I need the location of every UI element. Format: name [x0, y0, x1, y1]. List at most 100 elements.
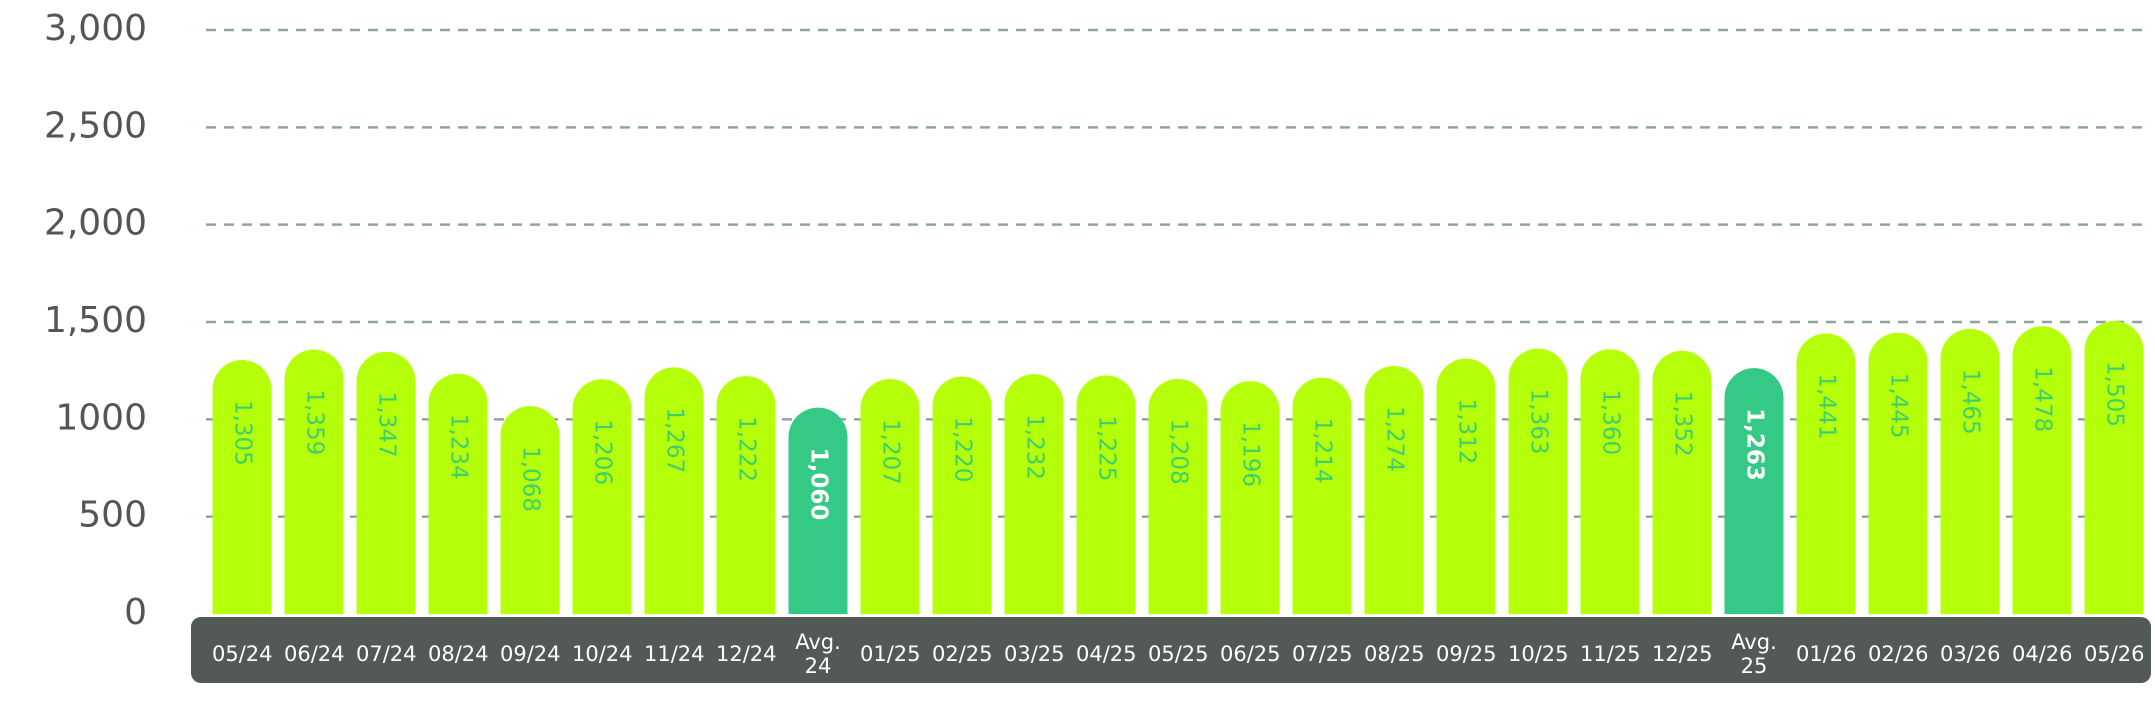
bar: [1580, 349, 1640, 614]
x-tick-label: 09/25: [1436, 642, 1497, 666]
value-label: 1,267: [662, 407, 688, 473]
x-tick-label-box: Avg. 25: [1731, 630, 1777, 678]
x-tick-label-box: 09/25: [1436, 642, 1497, 666]
x-tick-label: Avg. 25: [1731, 630, 1777, 678]
value-label: 1,312: [1454, 399, 1480, 465]
bar: [860, 379, 920, 614]
x-tick-label: 12/24: [716, 642, 777, 666]
x-tick-label-box: 05/26: [2084, 642, 2145, 666]
bar: [1436, 358, 1496, 614]
x-tick-label-box: 12/24: [716, 642, 777, 666]
value-label: 1,465: [1958, 369, 1984, 435]
x-tick-label: 04/26: [2012, 642, 2073, 666]
value-label: 1,305: [230, 400, 256, 466]
x-tick-label: 03/25: [1004, 642, 1065, 666]
x-tick-label-box: 03/25: [1004, 642, 1065, 666]
value-label: 1,222: [734, 416, 760, 482]
value-label: 1,263: [1742, 408, 1768, 481]
x-tick-label: 05/26: [2084, 642, 2145, 666]
bar: [1148, 378, 1208, 614]
bar: [500, 406, 560, 614]
x-tick-label: 07/25: [1292, 642, 1353, 666]
bar: [1652, 350, 1712, 614]
x-tick-label-box: 08/25: [1364, 642, 1425, 666]
x-tick-label-box: 07/24: [356, 642, 417, 666]
value-label: 1,232: [1022, 414, 1048, 480]
x-tick-label-box: 01/25: [860, 642, 921, 666]
bar: [284, 349, 344, 614]
x-tick-label-box: 07/25: [1292, 642, 1353, 666]
x-tick-label-box: 10/25: [1508, 642, 1569, 666]
x-tick-label: 06/25: [1220, 642, 1281, 666]
value-label: 1,220: [950, 417, 976, 483]
bar: [1868, 332, 1928, 614]
x-tick-label: 02/25: [932, 642, 993, 666]
value-label: 1,274: [1382, 406, 1408, 472]
x-tick-label: 08/25: [1364, 642, 1425, 666]
x-tick-label: 12/25: [1652, 642, 1713, 666]
x-tick-label-box: 05/25: [1148, 642, 1209, 666]
x-tick-label-box: 04/26: [2012, 642, 2073, 666]
y-tick-label: 1000: [55, 397, 147, 438]
bar: [1292, 377, 1352, 614]
bar: [716, 376, 776, 614]
bar: [932, 376, 992, 614]
bar: [2084, 321, 2144, 614]
value-label: 1,060: [806, 448, 832, 521]
value-label: 1,445: [1886, 373, 1912, 439]
x-tick-label: 10/25: [1508, 642, 1569, 666]
x-tick-label: 04/25: [1076, 642, 1137, 666]
y-tick-label: 0: [124, 592, 147, 633]
value-label: 1,208: [1166, 419, 1192, 485]
x-tick-label: 05/24: [212, 642, 273, 666]
bar: [212, 359, 272, 614]
value-label: 1,359: [302, 389, 328, 455]
bar: [572, 379, 632, 614]
value-label: 1,441: [1814, 373, 1840, 439]
x-tick-label-box: 01/26: [1796, 642, 1857, 666]
x-tick-label: 11/25: [1580, 642, 1641, 666]
value-label: 1,234: [446, 414, 472, 480]
bar: [1220, 381, 1280, 614]
x-tick-label-box: 06/24: [284, 642, 345, 666]
x-tick-label: 08/24: [428, 642, 489, 666]
value-label: 1,207: [878, 419, 904, 485]
x-tick-label: 10/24: [572, 642, 633, 666]
value-label: 1,196: [1238, 421, 1264, 487]
x-tick-label-box: 03/26: [1940, 642, 2001, 666]
x-tick-label-box: 12/25: [1652, 642, 1713, 666]
bar: [788, 407, 848, 614]
bar: [644, 367, 704, 614]
value-label: 1,352: [1670, 391, 1696, 457]
x-tick-label-box: 02/25: [932, 642, 993, 666]
bar: [1076, 375, 1136, 614]
bar: [2012, 326, 2072, 614]
value-label: 1,505: [2102, 361, 2128, 427]
x-tick-label: 09/24: [500, 642, 561, 666]
y-tick-label: 500: [78, 495, 147, 536]
bar: [356, 351, 416, 614]
bar: [1796, 333, 1856, 614]
x-tick-label: 02/26: [1868, 642, 1929, 666]
value-label: 1,347: [374, 392, 400, 458]
x-tick-label-box: 02/26: [1868, 642, 1929, 666]
value-label: 1,068: [518, 446, 544, 512]
x-tick-label-box: 04/25: [1076, 642, 1137, 666]
x-tick-label-box: 08/24: [428, 642, 489, 666]
x-tick-label: 01/25: [860, 642, 921, 666]
bar: [1724, 368, 1784, 614]
value-label: 1,363: [1526, 389, 1552, 455]
x-tick-label: 07/24: [356, 642, 417, 666]
value-label: 1,360: [1598, 389, 1624, 455]
x-tick-label-box: 05/24: [212, 642, 273, 666]
x-tick-label-box: 11/24: [644, 642, 705, 666]
bar: [1940, 328, 2000, 614]
x-tick-label-box: 10/24: [572, 642, 633, 666]
x-tick-label: 01/26: [1796, 642, 1857, 666]
value-label: 1,214: [1310, 418, 1336, 484]
value-label: 1,206: [590, 419, 616, 485]
x-tick-label: 05/25: [1148, 642, 1209, 666]
y-tick-label: 1,500: [44, 300, 147, 341]
y-tick-label: 3,000: [44, 8, 147, 49]
